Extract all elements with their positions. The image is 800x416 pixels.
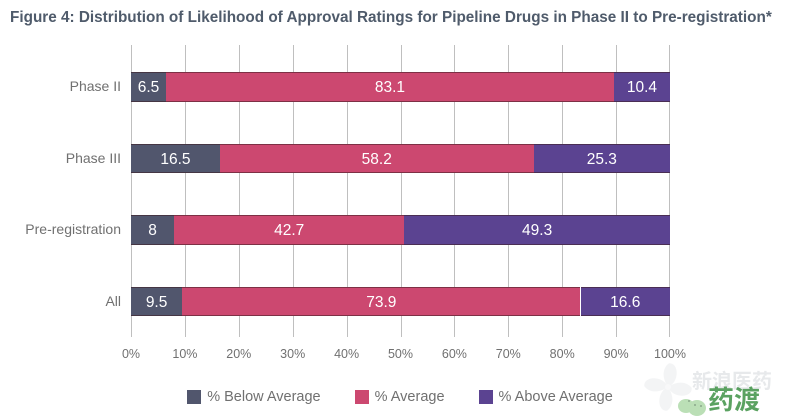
svg-text:药渡: 药渡	[708, 380, 760, 416]
